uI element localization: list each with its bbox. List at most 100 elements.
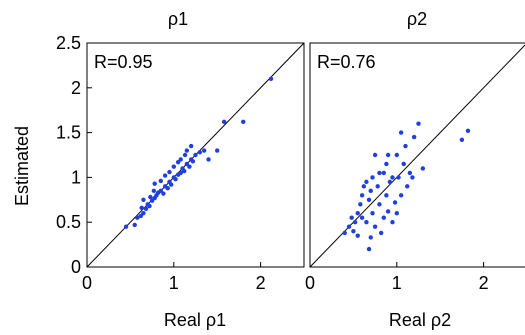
x-tick-label: 0: [82, 273, 92, 293]
scatter-point: [158, 178, 163, 184]
scatter-point: [358, 202, 363, 207]
scatter-point: [396, 175, 401, 180]
scatter-point: [370, 211, 375, 216]
scatter-point: [366, 246, 372, 252]
panel-rho1: ρ1 R=0.95 0 1 2 0 0.5 1 1.5 2 2.5 Real ρ1: [56, 9, 305, 330]
scatter-point: [420, 166, 426, 171]
scatter-point: [390, 175, 395, 180]
scatter-point: [123, 224, 129, 229]
identity-line: [309, 44, 525, 268]
scatter-point: [394, 211, 399, 216]
scatter-point: [361, 184, 367, 189]
scatter-point: [364, 220, 369, 225]
scatter-point: [206, 157, 211, 162]
scatter-point: [182, 168, 187, 174]
scatter-point: [352, 220, 358, 225]
scatter-point: [401, 161, 406, 167]
scatter-point: [197, 150, 203, 155]
scatter-point: [141, 211, 146, 216]
scatter-point: [342, 230, 347, 236]
scatter-point: [168, 182, 174, 187]
scatter-point: [364, 179, 369, 185]
scatter-point: [392, 200, 398, 205]
scatter-point: [378, 230, 384, 236]
scatter-point: [193, 152, 198, 158]
y-tick-label: 2: [71, 78, 81, 98]
y-tick-label: 1: [71, 167, 81, 187]
scatter-point: [152, 181, 157, 186]
scatter-point: [465, 128, 471, 134]
scatter-point: [132, 222, 137, 228]
scatter-point: [201, 148, 207, 153]
x-tick-label: 2: [479, 273, 489, 293]
scatter-point: [394, 152, 399, 158]
scatter-point: [162, 173, 168, 178]
scatter-point: [188, 143, 194, 149]
scatter-point: [241, 119, 246, 125]
scatter-point: [459, 137, 465, 142]
scatter-point: [184, 148, 190, 153]
scatter-point: [182, 152, 188, 158]
scatter-point: [377, 202, 382, 207]
scatter-point: [190, 159, 196, 164]
scatter-point: [167, 169, 172, 175]
scatter-point: [355, 211, 360, 216]
scatter-point: [351, 228, 356, 234]
scatter-point: [366, 197, 372, 202]
panel-rho2: ρ2 R=0.76 0 1 2 Real ρ2: [305, 9, 525, 330]
scatter-point: [398, 130, 404, 135]
scatter-point: [384, 193, 389, 198]
tick-group: 0 1 2 0 0.5 1 1.5 2 2.5: [56, 33, 266, 293]
scatter-point: [349, 215, 354, 220]
scatter-point: [173, 176, 178, 182]
scatter-point: [377, 170, 382, 176]
x-tick-label: 1: [169, 273, 179, 293]
scatter-point: [148, 194, 153, 200]
y-tick-label: 0.5: [56, 212, 81, 232]
scatter-point: [171, 164, 176, 169]
scatter-point: [178, 157, 183, 162]
point-group: [123, 76, 274, 229]
x-axis-label: Real ρ2: [389, 310, 451, 330]
scatter-point: [405, 184, 410, 189]
scatter-point: [355, 233, 360, 238]
scatter-point: [268, 76, 274, 82]
scatter-point: [375, 184, 380, 189]
scatter-point: [359, 193, 365, 198]
scatter-point: [147, 203, 152, 209]
scatter-point: [403, 143, 408, 149]
correlation-annotation: R=0.76: [317, 52, 376, 72]
y-tick-label: 0: [71, 257, 81, 277]
x-tick-label: 1: [392, 273, 402, 293]
y-tick-label: 1.5: [56, 123, 81, 143]
scatter-point: [398, 193, 404, 198]
scatter-point: [384, 161, 389, 167]
scatter-point: [407, 170, 413, 176]
scatter-point: [141, 197, 146, 202]
scatter-point: [387, 179, 393, 185]
scatter-point: [135, 215, 140, 220]
scatter-point: [368, 235, 373, 240]
scatter-point: [215, 148, 220, 153]
scatter-point: [368, 188, 373, 194]
scatter-point: [346, 224, 352, 229]
scatter-point: [178, 170, 183, 176]
x-tick-label: 2: [256, 273, 266, 293]
scatter-point: [390, 220, 395, 225]
panel-title: ρ2: [407, 9, 427, 29]
scatter-point: [410, 175, 415, 180]
scatter-point: [161, 191, 166, 196]
scatter-point: [385, 152, 391, 158]
tick-group: 0 1 2: [305, 262, 489, 293]
scatter-point: [381, 170, 386, 176]
scatter-point: [411, 134, 417, 140]
scatter-point: [372, 152, 378, 158]
scatter-point: [385, 209, 391, 214]
scatter-point: [359, 215, 365, 220]
scatter-point: [221, 119, 227, 125]
y-axis-label: Estimated: [12, 126, 32, 206]
scatter-point: [416, 121, 421, 126]
y-tick-label: 2.5: [56, 33, 81, 53]
scatter-point: [381, 215, 386, 220]
